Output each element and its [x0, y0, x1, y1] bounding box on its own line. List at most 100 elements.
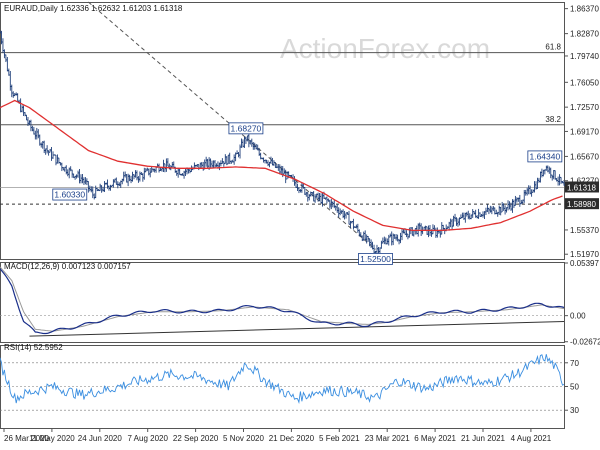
price-bar: [115, 177, 118, 185]
price-bar: [222, 161, 226, 167]
price-bar: [37, 129, 40, 139]
x-tick-label-3: 7 Aug 2020: [127, 434, 168, 443]
price-bar: [213, 159, 217, 168]
price-bar: [45, 145, 49, 154]
macd-panel-frame: [0, 262, 565, 343]
rsi-tick-label-1: 50: [570, 383, 579, 392]
x-tick-label-9: 6 May 2021: [414, 434, 456, 443]
price-bar: [75, 174, 78, 179]
price-bar: [518, 194, 522, 207]
price-bar: [456, 218, 460, 227]
price-bar: [333, 200, 336, 209]
price-bar: [523, 189, 526, 203]
price-bar: [545, 165, 548, 171]
price-bar: [503, 205, 507, 215]
price-bar: [3, 49, 6, 59]
price-bar: [157, 163, 161, 173]
x-tick-label-0: 26 Mar 2020: [4, 434, 49, 443]
price-bar: [29, 119, 33, 132]
x-tick-label-4: 22 Sep 2020: [173, 434, 219, 443]
price-bar: [381, 237, 385, 244]
price-bar: [232, 154, 236, 165]
price-bar: [199, 162, 202, 169]
price-bar: [250, 138, 254, 147]
price-bar: [131, 171, 134, 182]
price-bar: [22, 105, 25, 116]
price-bar: [129, 175, 133, 184]
price-bar: [266, 160, 270, 167]
price-bar: [352, 218, 355, 230]
price-bar: [520, 199, 523, 205]
price-bar: [166, 158, 170, 167]
price-bar: [390, 231, 393, 246]
x-tick-label-6: 21 Dec 2020: [269, 434, 315, 443]
price-bar: [490, 206, 494, 215]
price-bar: [408, 227, 411, 238]
price-bar: [405, 230, 408, 238]
price-bar: [204, 156, 208, 167]
rsi-line: [0, 354, 565, 404]
price-bar: [552, 170, 555, 180]
price-bar: [81, 174, 84, 184]
price-bar: [200, 161, 203, 168]
price-bar: [337, 207, 340, 218]
price-bar: [178, 168, 181, 175]
price-bar: [141, 172, 145, 182]
price-bar: [411, 227, 414, 236]
macd-tick-label-1: 0.00: [570, 312, 586, 321]
x-tick-label-11: 4 Aug 2021: [511, 434, 552, 443]
price-bar: [35, 127, 39, 140]
price-callout-3: 1.64340: [527, 150, 563, 163]
y-tick-label-2: 1.79740: [570, 52, 599, 61]
price-bar: [313, 194, 317, 203]
price-bar: [165, 158, 168, 172]
price-bar: [91, 186, 94, 199]
price-bar: [262, 157, 265, 163]
y-tick-label-7: 1.62270: [570, 177, 599, 186]
price-bar: [400, 228, 404, 241]
price-bar: [66, 169, 69, 177]
price-callout-1: 1.68270: [228, 122, 264, 135]
y-tick-label-6: 1.65670: [570, 152, 599, 161]
price-bar: [215, 163, 218, 167]
price-bar: [530, 189, 533, 197]
price-bar: [548, 166, 551, 174]
price-bar: [461, 212, 464, 219]
support-price-tag: 1.58980: [565, 198, 599, 210]
price-bar: [209, 158, 212, 168]
macd-trendline: [29, 321, 565, 337]
price-bar: [122, 171, 125, 182]
price-bar: [184, 169, 187, 176]
y-tick-label-9: 1.55370: [570, 226, 599, 235]
svg-text:1.64340: 1.64340: [529, 151, 560, 161]
price-bar: [143, 167, 146, 180]
price-bar: [34, 130, 37, 140]
price-bar: [48, 148, 52, 153]
price-bar: [16, 93, 19, 102]
price-bar: [10, 84, 13, 98]
price-bar: [436, 227, 439, 238]
price-bar: [365, 234, 368, 244]
price-bar: [227, 154, 230, 165]
price-bar: [487, 207, 491, 215]
price-bar: [9, 70, 12, 91]
price-bar: [414, 228, 417, 235]
price-bar: [419, 223, 423, 236]
price-bar: [449, 218, 452, 228]
price-bar: [450, 218, 454, 230]
price-bar: [500, 201, 504, 213]
price-bar: [149, 168, 152, 178]
price-bar: [255, 143, 258, 150]
rsi-panel-header: RSI(14) 52.5952: [4, 343, 63, 352]
price-bar: [224, 154, 227, 165]
moving-average-line: [0, 99, 563, 232]
price-bar: [470, 214, 473, 220]
rsi-tick-label-0: 70: [570, 359, 579, 368]
price-bar: [387, 234, 390, 246]
price-bar: [271, 157, 274, 166]
price-bar: [340, 210, 343, 214]
price-bar: [399, 232, 402, 244]
price-bar: [358, 229, 361, 237]
price-bar: [132, 174, 136, 180]
svg-text:1.58980: 1.58980: [567, 200, 596, 209]
